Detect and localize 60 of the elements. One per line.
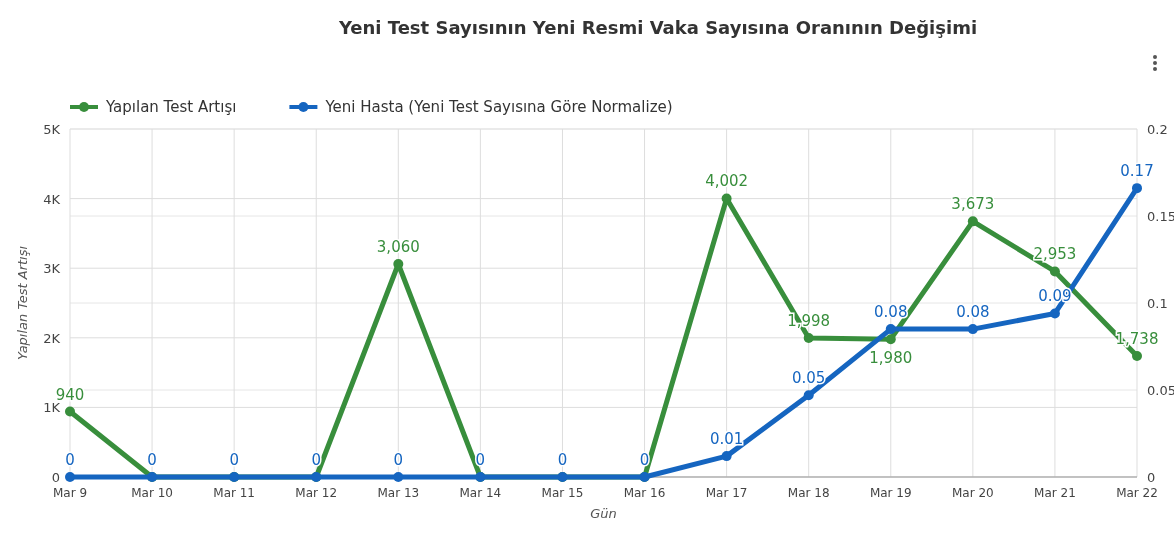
y2-tick-label: 0 [1147, 470, 1156, 485]
x-tick-label: Mar 21 [1034, 486, 1076, 500]
point [65, 406, 75, 417]
data-label: 3,060 [376, 238, 420, 257]
point [1049, 308, 1060, 319]
point [967, 324, 978, 335]
data-label: 0.08 [874, 303, 908, 322]
data-label: 3,673 [951, 195, 995, 214]
chart-title: Yeni Test Sayısının Yeni Resmi Vaka Sayısına Oranının Değişimi [337, 17, 978, 38]
data-label: 0.01 [709, 430, 744, 449]
data-label: 1,980 [869, 349, 913, 368]
legend-label: Yapılan Test Artışı [105, 98, 237, 116]
x-tick-label: Mar 9 [52, 486, 88, 500]
data-label: 4,002 [705, 172, 749, 191]
x-tick-label: Mar 10 [131, 486, 173, 500]
data-label: 0 [229, 451, 239, 469]
x-tick-label: Mar 12 [295, 486, 338, 500]
y-tick-label: 0 [51, 470, 60, 485]
point [1132, 183, 1142, 194]
legend-label: Yeni Hasta (Yeni Test Sayısına Göre Normalize) [324, 98, 673, 116]
point [393, 472, 404, 482]
x-tick-label: Mar 11 [213, 486, 256, 500]
y-tick-label: 2K [43, 330, 61, 346]
point [65, 472, 75, 482]
x-axis-title: Gün [590, 506, 617, 521]
data-label: 0.05 [791, 369, 826, 388]
data-label: 0 [393, 451, 404, 469]
data-label: 0 [475, 451, 486, 469]
point [885, 324, 896, 335]
data-label: 0 [311, 451, 321, 469]
y2-tick-label: 0.2 [1147, 122, 1168, 137]
data-label: 0.17 [1120, 162, 1154, 181]
y-tick-label: 5K [43, 122, 61, 137]
point [967, 216, 978, 227]
data-label: 0 [147, 451, 157, 469]
point [1049, 266, 1060, 277]
y2-tick-label: 0.15 [1147, 209, 1174, 224]
point [803, 390, 814, 401]
data-label: 2,953 [1033, 245, 1077, 264]
x-tick-label: Mar 18 [787, 486, 830, 500]
y-axis-title: Yapılan Test Artışı [15, 245, 30, 361]
x-tick-label: Mar 19 [869, 486, 912, 500]
x-tick-label: Mar 14 [459, 486, 502, 500]
point [885, 334, 896, 345]
data-label: 0 [557, 451, 568, 469]
x-tick-label: Mar 20 [951, 486, 994, 500]
x-tick-label: Mar 13 [377, 486, 420, 500]
data-label: 0.08 [956, 303, 990, 322]
y-tick-label: 4K [43, 191, 61, 207]
y2-tick-label: 0.1 [1147, 296, 1168, 311]
data-label: 0 [65, 451, 75, 469]
point [803, 332, 814, 343]
y2-tick-label: 0.05 [1147, 383, 1174, 398]
x-tick-label: Mar 15 [541, 486, 584, 500]
x-tick-label: Mar 17 [705, 486, 748, 500]
point [1132, 351, 1142, 362]
point [721, 451, 732, 462]
x-tick-label: Mar 22 [1116, 486, 1158, 500]
y-tick-label: 3K [43, 261, 61, 277]
x-tick-label: Mar 16 [623, 486, 666, 500]
